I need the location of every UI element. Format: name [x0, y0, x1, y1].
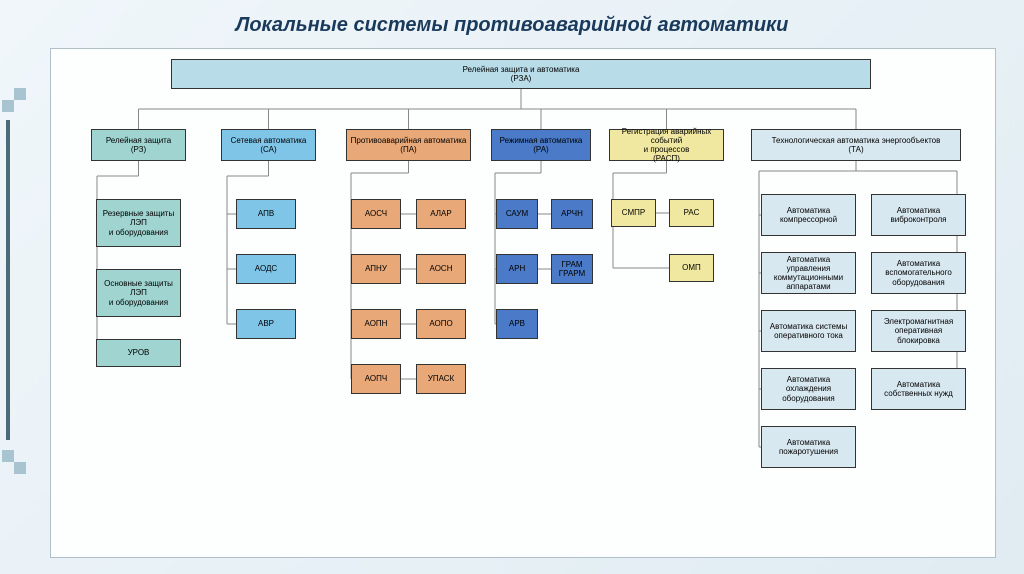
- ta-l-4: Автоматикапожаротушения: [761, 426, 856, 468]
- pa-l-3: АОПЧ: [351, 364, 401, 394]
- deco-left: [0, 0, 28, 574]
- rz-item-1: Основные защитыЛЭПи оборудования: [96, 269, 181, 317]
- sa-item-0: АПВ: [236, 199, 296, 229]
- ta-r-3: Автоматикасобственных нужд: [871, 368, 966, 410]
- ra-l-0: САУМ: [496, 199, 538, 229]
- connector-lines: [51, 49, 995, 557]
- pa-r-1: АОСН: [416, 254, 466, 284]
- pa-r-2: АОПО: [416, 309, 466, 339]
- ta-r-0: Автоматикавиброконтроля: [871, 194, 966, 236]
- ta-l-3: Автоматика охлажденияоборудования: [761, 368, 856, 410]
- cat-ta: Технологическая автоматика энергообъекто…: [751, 129, 961, 161]
- ta-l-0: Автоматикакомпрессорной: [761, 194, 856, 236]
- pa-l-0: АОСЧ: [351, 199, 401, 229]
- sa-item-1: АОДС: [236, 254, 296, 284]
- cat-pa: Противоаварийная автоматика(ПА): [346, 129, 471, 161]
- pa-l-1: АПНУ: [351, 254, 401, 284]
- ta-r-1: Автоматикавспомогательногооборудования: [871, 252, 966, 294]
- ra-r-0: АРЧН: [551, 199, 593, 229]
- pa-r-3: УПАСК: [416, 364, 466, 394]
- sa-item-2: АВР: [236, 309, 296, 339]
- rz-item-2: УРОВ: [96, 339, 181, 367]
- rasp-r-1: ОМП: [669, 254, 714, 282]
- pa-l-2: АОПН: [351, 309, 401, 339]
- ta-l-1: Автоматика управлениякоммутационнымиаппа…: [761, 252, 856, 294]
- org-chart: Релейная защита и автоматика(РЗА) Релейна…: [50, 48, 996, 558]
- cat-rz: Релейная защита(РЗ): [91, 129, 186, 161]
- ta-r-2: Электромагнитнаяоперативнаяблокировка: [871, 310, 966, 352]
- ra-l-1: АРН: [496, 254, 538, 284]
- ra-l-2: АРВ: [496, 309, 538, 339]
- ta-l-2: Автоматика системыоперативного тока: [761, 310, 856, 352]
- cat-rasp: Регистрация аварийных событийи процессов…: [609, 129, 724, 161]
- rasp-l-0: СМПР: [611, 199, 656, 227]
- cat-ra: Режимная автоматика(РА): [491, 129, 591, 161]
- root-box: Релейная защита и автоматика(РЗА): [171, 59, 871, 89]
- pa-r-0: АЛАР: [416, 199, 466, 229]
- cat-sa: Сетевая автоматика(СА): [221, 129, 316, 161]
- rasp-r-0: РАС: [669, 199, 714, 227]
- slide: Локальные системы противоаварийной автом…: [0, 0, 1024, 574]
- rz-item-0: Резервные защитыЛЭПи оборудования: [96, 199, 181, 247]
- slide-title: Локальные системы противоаварийной автом…: [0, 14, 1024, 37]
- ra-r-1: ГРАМГРАРМ: [551, 254, 593, 284]
